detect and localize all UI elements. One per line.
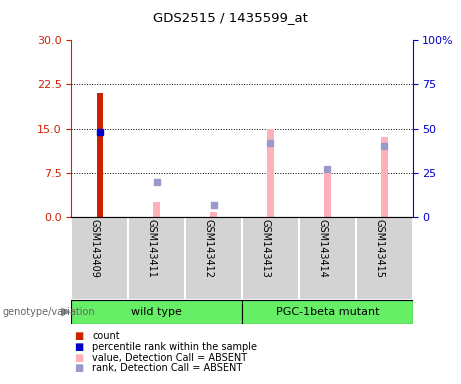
Bar [71,217,128,300]
Text: genotype/variation: genotype/variation [2,307,95,317]
Bar [356,217,413,300]
Text: GSM143414: GSM143414 [317,219,327,278]
Text: value, Detection Call = ABSENT: value, Detection Call = ABSENT [92,353,247,362]
Bar [242,217,299,300]
Text: GSM143413: GSM143413 [260,219,271,278]
Bar [71,300,242,324]
Bar [210,212,217,217]
Text: ■: ■ [74,331,83,341]
Text: GSM143415: GSM143415 [374,219,384,278]
Text: GSM143412: GSM143412 [204,219,213,278]
Bar [381,137,388,217]
Text: rank, Detection Call = ABSENT: rank, Detection Call = ABSENT [92,363,242,373]
Text: percentile rank within the sample: percentile rank within the sample [92,342,257,352]
Text: wild type: wild type [131,307,182,317]
Text: count: count [92,331,120,341]
Text: ■: ■ [74,353,83,362]
Text: GDS2515 / 1435599_at: GDS2515 / 1435599_at [153,11,308,24]
Polygon shape [61,307,71,316]
Bar [154,202,160,217]
Text: GSM143411: GSM143411 [147,219,157,278]
Bar [128,217,185,300]
Text: PGC-1beta mutant: PGC-1beta mutant [276,307,379,317]
Bar [185,217,242,300]
Text: ■: ■ [74,363,83,373]
Bar [97,93,103,217]
Bar [324,167,331,217]
Bar [267,129,274,217]
Bar [299,217,356,300]
Text: GSM143409: GSM143409 [90,219,100,278]
Text: ■: ■ [74,342,83,352]
Bar [242,300,413,324]
